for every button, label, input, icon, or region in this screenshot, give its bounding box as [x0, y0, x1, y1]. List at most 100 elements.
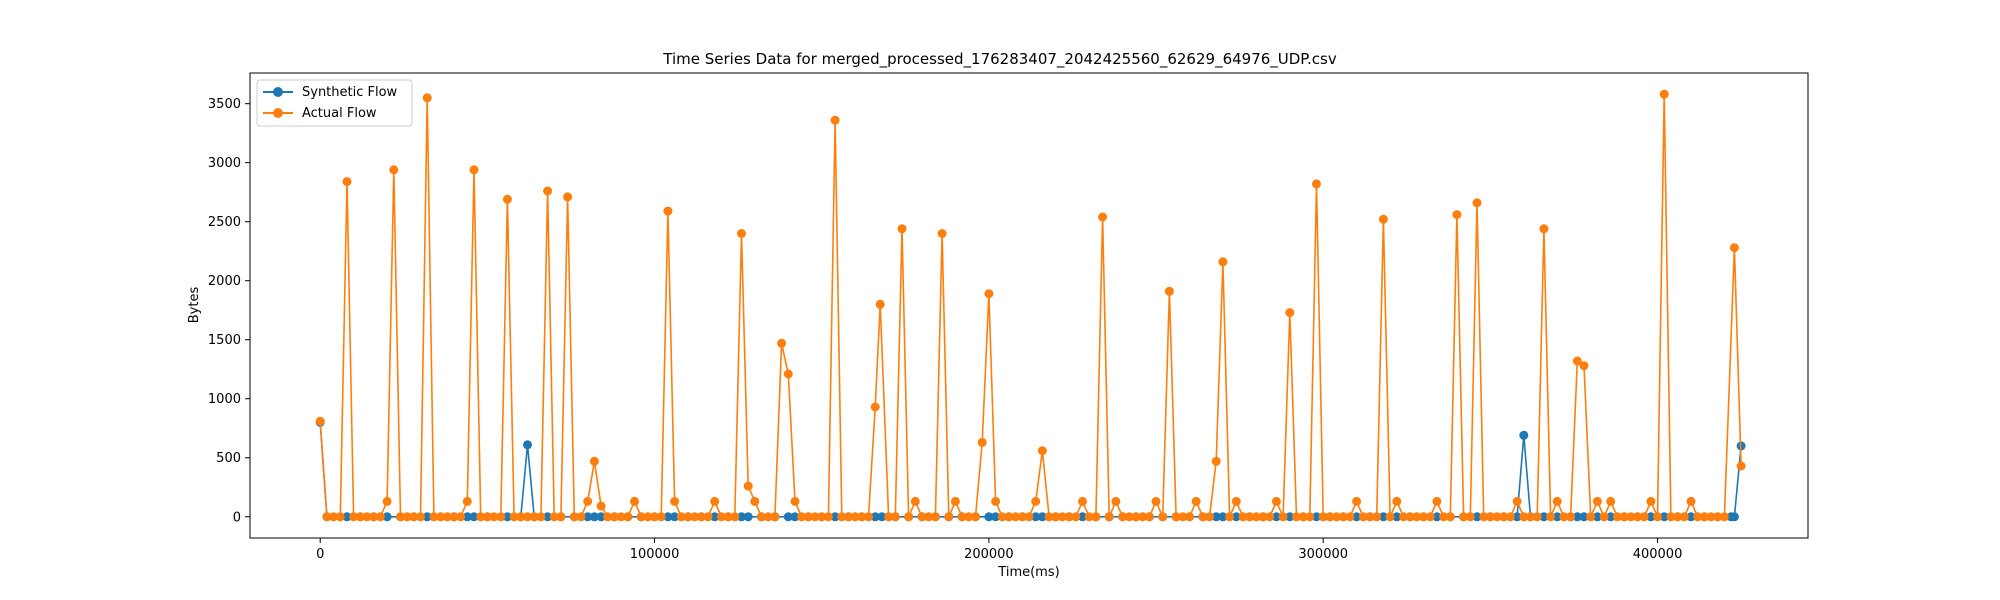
data-point-actual — [663, 206, 673, 216]
series-line-actual — [319, 93, 1742, 518]
data-point-actual — [422, 93, 432, 103]
data-point-actual — [1439, 512, 1449, 522]
data-point-synthetic — [670, 512, 680, 522]
data-point-actual — [1218, 257, 1228, 267]
data-point-actual — [1385, 512, 1395, 522]
data-point-actual — [937, 229, 947, 238]
y-tick-label: 2000 — [208, 274, 241, 289]
data-point-actual — [971, 512, 980, 522]
data-point-actual — [683, 512, 693, 522]
series-layer — [315, 89, 1746, 522]
data-point-actual — [416, 512, 425, 522]
data-point-actual — [1412, 512, 1422, 522]
data-point-actual — [1736, 461, 1746, 471]
data-point-actual — [750, 496, 760, 506]
data-point-actual — [1131, 512, 1141, 522]
data-point-actual — [1051, 512, 1061, 522]
data-point-actual — [875, 299, 885, 309]
data-point-actual — [1552, 496, 1562, 506]
y-tick-label: 500 — [216, 451, 241, 466]
data-point-actual — [476, 512, 486, 522]
data-point-actual — [1459, 512, 1469, 522]
data-point-synthetic — [1378, 512, 1388, 522]
data-point-actual — [449, 512, 459, 522]
data-point-actual — [1265, 512, 1275, 522]
data-point-actual — [1318, 512, 1328, 522]
data-point-synthetic — [1659, 512, 1669, 522]
data-point-actual — [1485, 512, 1495, 522]
data-point-actual — [322, 512, 332, 522]
data-point-actual — [1633, 512, 1642, 522]
data-point-actual — [1251, 512, 1261, 522]
data-point-actual — [1111, 496, 1121, 506]
data-point-actual — [389, 165, 399, 175]
data-point-actual — [864, 512, 873, 522]
data-point-actual — [1271, 496, 1281, 506]
data-point-synthetic — [1271, 512, 1281, 522]
data-point-actual — [1425, 512, 1435, 522]
data-point-actual — [696, 512, 706, 522]
data-point-actual — [1579, 361, 1589, 371]
data-point-synthetic — [422, 512, 432, 522]
data-point-actual — [1526, 512, 1535, 522]
data-point-synthetic — [1352, 512, 1362, 522]
data-point-actual — [1419, 512, 1428, 522]
data-point-actual — [342, 177, 352, 187]
data-point-actual — [1592, 496, 1602, 506]
data-point-actual — [1198, 512, 1208, 522]
data-point-actual — [1719, 512, 1729, 522]
data-point-synthetic — [596, 512, 606, 522]
data-point-actual — [830, 115, 840, 125]
data-point-actual — [1292, 512, 1301, 522]
data-point-actual — [496, 512, 506, 522]
data-point-actual — [690, 512, 700, 522]
data-point-actual — [556, 512, 566, 522]
data-point-actual — [1278, 512, 1288, 522]
data-point-actual — [1639, 512, 1649, 522]
data-point-actual — [1138, 512, 1148, 522]
data-point-synthetic — [1472, 512, 1482, 522]
data-point-actual — [844, 512, 853, 522]
data-point-actual — [803, 512, 813, 522]
data-point-actual — [1171, 512, 1181, 522]
data-point-actual — [790, 496, 800, 506]
data-point-actual — [1358, 512, 1368, 522]
data-point-synthetic — [1606, 512, 1616, 522]
data-point-synthetic — [342, 512, 352, 522]
x-tick-label: 300000 — [1298, 547, 1348, 562]
data-point-actual — [984, 289, 994, 299]
data-point-synthetic — [783, 512, 793, 522]
data-point-actual — [1559, 512, 1569, 522]
data-point-synthetic — [1285, 512, 1295, 522]
data-point-synthetic — [1392, 512, 1402, 522]
data-point-synthetic — [1512, 512, 1522, 522]
data-point-actual — [944, 512, 954, 522]
data-point-actual — [1191, 496, 1201, 506]
data-point-actual — [950, 496, 960, 506]
data-point-actual — [482, 512, 492, 522]
data-point-actual — [1178, 512, 1188, 522]
data-point-synthetic — [877, 512, 887, 522]
legend-marker-synthetic — [273, 87, 283, 97]
data-point-actual — [529, 512, 539, 522]
data-point-synthetic — [1231, 512, 1241, 522]
data-point-actual — [355, 512, 365, 522]
data-point-actual — [917, 512, 927, 522]
data-point-synthetic — [1729, 512, 1739, 522]
data-point-actual — [1118, 512, 1128, 522]
data-point-actual — [1519, 512, 1529, 522]
data-point-synthetic — [663, 512, 673, 522]
data-point-synthetic — [1078, 512, 1087, 522]
data-point-actual — [603, 512, 613, 522]
data-point-actual — [1258, 512, 1268, 522]
data-point-actual — [703, 512, 713, 522]
data-point-actual — [462, 496, 472, 506]
data-point-actual — [1532, 512, 1542, 522]
data-point-synthetic — [1211, 512, 1221, 522]
legend: Synthetic Flow Actual Flow — [256, 79, 413, 127]
legend-box — [256, 79, 413, 127]
data-point-actual — [1626, 512, 1636, 522]
data-point-actual — [1238, 512, 1248, 522]
data-point-actual — [964, 512, 974, 522]
data-point-actual — [1392, 496, 1402, 506]
